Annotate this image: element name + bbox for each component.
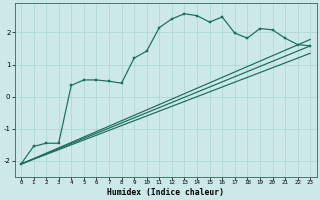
X-axis label: Humidex (Indice chaleur): Humidex (Indice chaleur): [107, 188, 224, 197]
